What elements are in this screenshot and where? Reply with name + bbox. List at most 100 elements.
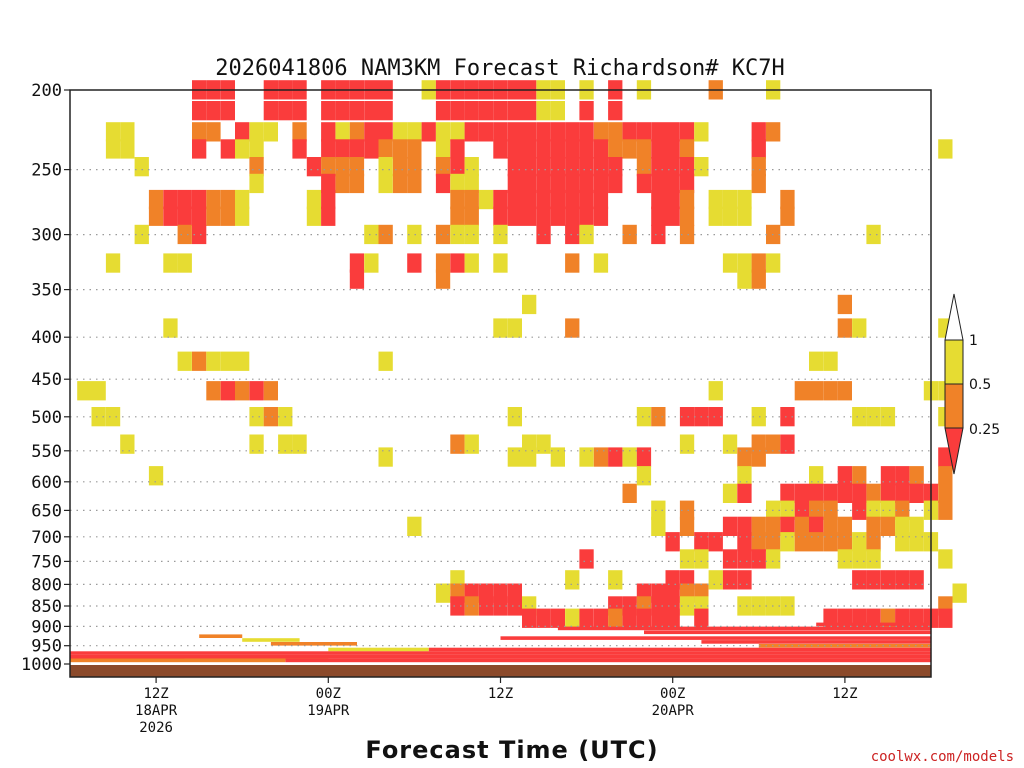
y-tick-label: 400 [31,328,62,348]
ri-cell [809,351,824,371]
ri-cell [694,549,709,569]
ri-cell [665,608,680,628]
ri-cell [880,500,896,520]
ri-cell [679,516,695,536]
ri-cell [593,608,609,628]
ri-cell [364,122,379,142]
cells-layer [70,80,967,663]
ri-cell [593,139,609,159]
ri-cell [148,206,164,226]
ri-cell [751,596,766,616]
ri-cell [464,596,479,616]
ri-cell [837,483,852,503]
ri-cell [722,570,738,590]
ri-cell [349,101,365,121]
ri-cell [364,224,379,245]
y-tick-label: 650 [31,501,62,521]
ri-cell [407,253,422,273]
ri-cell [708,570,723,590]
ri-cell [220,351,235,371]
ri-surface-band [199,634,243,638]
ri-cell [823,351,838,371]
ri-cell [134,157,149,177]
ri-cell [636,447,652,467]
x-tick-label: 18APR [135,703,178,719]
ri-cell [321,139,336,159]
ri-cell [751,139,766,159]
y-tick-label: 200 [31,81,62,101]
ri-cell [780,483,795,503]
ri-cell [938,483,953,503]
ri-cell [952,583,967,603]
ri-cell [895,570,910,590]
ri-cell [536,608,551,628]
ri-cell [522,101,537,121]
ri-cell [278,101,293,121]
ri-cell [450,139,465,159]
ri-cell [636,157,652,177]
legend-swatch-mid [944,383,964,429]
ri-cell [909,532,924,552]
ri-cell [751,157,766,177]
ri-cell [809,532,824,552]
ri-cell [895,466,910,486]
ri-cell [651,608,666,628]
ri-cell [880,570,896,590]
ri-cell [392,173,408,194]
ri-cell [220,206,235,226]
ri-cell [722,549,738,569]
ri-cell [321,173,336,194]
ri-cell [679,189,695,210]
ri-cell [435,122,451,142]
ri-cell [407,139,422,159]
ri-cell [192,206,207,226]
ri-cell [507,596,522,616]
ri-cell [378,101,393,121]
ri-cell [722,516,738,536]
ri-cell [435,253,451,273]
ri-cell [306,189,322,210]
ri-cell [608,570,623,590]
ri-cell [206,381,221,401]
ri-cell [550,157,565,177]
ri-cell [206,189,221,210]
ri-cell [321,189,336,210]
ri-cell [593,447,609,467]
ri-cell [708,407,723,427]
ri-cell [321,206,336,226]
x-tick-label: 12Z [143,686,168,702]
ri-cell [780,189,795,210]
ri-cell [751,122,766,142]
ri-cell [235,351,250,371]
ri-cell [809,381,824,401]
ri-cell [177,189,192,210]
ri-cell [536,224,551,245]
ri-cell [751,532,766,552]
ri-cell [550,608,565,628]
ri-cell [378,351,393,371]
ri-cell [349,173,365,194]
ri-cell [536,157,551,177]
ri-cell [809,516,824,536]
y-tick-label: 1000 [21,655,62,675]
ri-cell [909,516,924,536]
ri-cell [464,173,479,194]
ri-cell [579,224,594,245]
ri-cell [837,381,852,401]
ri-cell [163,318,178,338]
ri-cell [780,407,795,427]
ri-cell [665,173,680,194]
ri-cell [565,173,580,194]
ri-cell [321,122,336,142]
ri-cell [837,516,852,536]
ri-cell [464,122,479,142]
ri-cell [794,516,809,536]
ri-cell [622,139,637,159]
ri-cell [378,157,393,177]
ri-cell [507,122,522,142]
ri-cell [622,483,637,503]
ri-cell [148,189,164,210]
ri-cell [665,139,680,159]
ri-cell [522,173,537,194]
ri-cell [565,157,580,177]
